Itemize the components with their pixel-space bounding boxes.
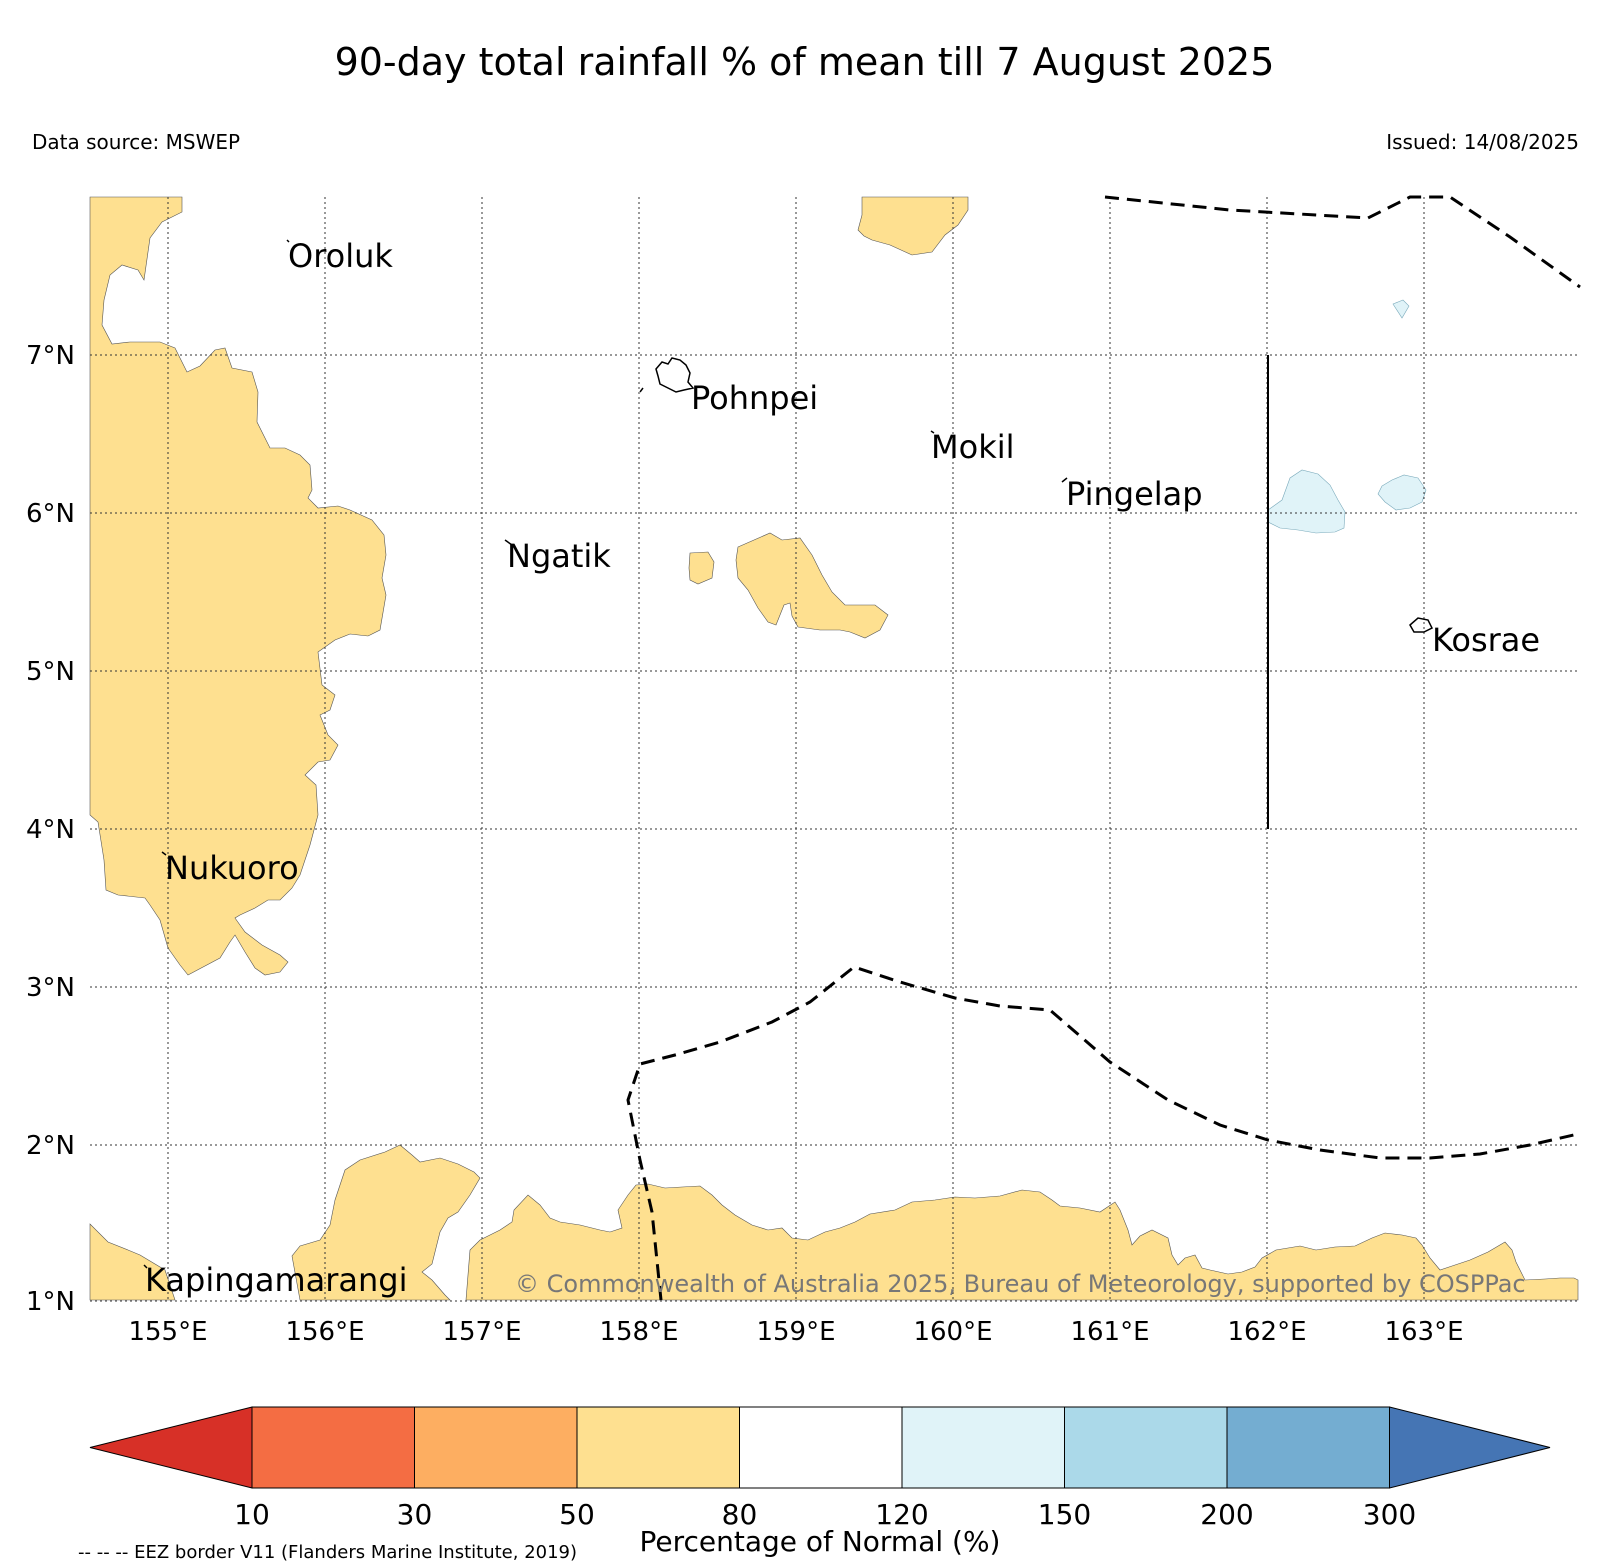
issued-date: Issued: 14/08/2025	[1386, 130, 1579, 154]
lat-label: 7°N	[26, 341, 75, 371]
mokil-islet	[930, 430, 935, 434]
place-label-kapingamarangi: Kapingamarangi	[145, 1261, 407, 1299]
lat-label: 4°N	[26, 815, 75, 845]
rainfall-regions-above	[1267, 299, 1427, 534]
colorbar-extend-high	[1389, 1406, 1551, 1489]
region-east-large	[1267, 469, 1346, 534]
lon-label: 156°E	[285, 1317, 364, 1347]
region-north-central	[857, 196, 969, 256]
lon-label: 159°E	[756, 1317, 835, 1347]
lat-label: 3°N	[26, 973, 75, 1003]
lat-label: 5°N	[26, 657, 75, 687]
lon-label: 163°E	[1384, 1317, 1463, 1347]
lon-label: 158°E	[599, 1317, 678, 1347]
region-south-central	[465, 1183, 1579, 1301]
island-outlines	[143, 239, 1434, 1269]
region-south-central-west	[291, 1144, 481, 1301]
place-label-nukuoro: Nukuoro	[165, 849, 299, 887]
colorbar-tick-label: 200	[1200, 1498, 1253, 1531]
lon-label: 162°E	[1227, 1317, 1306, 1347]
colorbar-title: Percentage of Normal (%)	[640, 1525, 1001, 1558]
eez-borders	[626, 195, 1581, 1301]
longitude-labels: 155°E 156°E 157°E 158°E 159°E 160°E 161°…	[128, 1317, 1463, 1347]
pohnpei-island	[655, 357, 695, 393]
colorbar: 10 30 50 80 120 150 200 300 Percentage of Norma…	[89, 1406, 1551, 1558]
map-panel: Oroluk Pohnpei Mokil Pingelap Ngatik Kos…	[89, 195, 1581, 1302]
kosrae-island	[1409, 617, 1434, 633]
colorbar-tick-label: 10	[234, 1498, 270, 1531]
colorbar-tick-label: 120	[875, 1498, 928, 1531]
graticule	[90, 197, 1580, 1302]
map-title: 90-day total rainfall % of mean till 7 A…	[334, 40, 1275, 84]
region-central-south	[735, 532, 889, 639]
copyright-notice: © Commonwealth of Australia 2025, Bureau…	[515, 1270, 1526, 1298]
colorbar-tick-label: 30	[397, 1498, 433, 1531]
data-source: Data source: MSWEP	[32, 130, 241, 154]
colorbar-tick-label: 150	[1038, 1498, 1091, 1531]
pingelap-islet	[1061, 477, 1068, 483]
oroluk-islet	[286, 239, 290, 243]
place-labels: Oroluk Pohnpei Mokil Pingelap Ngatik Kos…	[145, 237, 1540, 1299]
colorbar-segment	[1226, 1406, 1390, 1489]
eez-legend-note: -- -- -- EEZ border V11 (Flanders Marine…	[78, 1542, 577, 1563]
lon-label: 155°E	[128, 1317, 207, 1347]
place-label-kosrae: Kosrae	[1432, 621, 1540, 659]
place-label-mokil: Mokil	[931, 428, 1015, 466]
lon-label: 157°E	[442, 1317, 521, 1347]
region-northeast-dot	[1392, 299, 1410, 319]
pohnpei-islet	[639, 387, 644, 393]
eez-border-north	[1104, 195, 1581, 289]
lat-label: 1°N	[26, 1287, 75, 1317]
lat-label: 2°N	[26, 1131, 75, 1161]
colorbar-segment	[1064, 1406, 1228, 1489]
region-west	[89, 196, 387, 976]
region-south-west	[89, 1223, 176, 1301]
nukuoro-islet	[161, 851, 167, 856]
ngatik-islet	[504, 539, 513, 546]
colorbar-tick-label: 300	[1363, 1498, 1416, 1531]
colorbar-tick-label: 80	[722, 1498, 758, 1531]
colorbar-segment	[901, 1406, 1065, 1489]
lat-label: 6°N	[26, 499, 75, 529]
eez-border-south	[626, 965, 1579, 1301]
colorbar-extend-low	[89, 1406, 253, 1489]
lon-label: 160°E	[913, 1317, 992, 1347]
lon-label: 161°E	[1070, 1317, 1149, 1347]
colorbar-segment	[414, 1406, 578, 1489]
place-label-oroluk: Oroluk	[288, 237, 393, 275]
place-label-pingelap: Pingelap	[1066, 475, 1203, 513]
colorbar-segment	[576, 1406, 740, 1489]
kapingamarangi-islet	[143, 1264, 148, 1269]
colorbar-segment	[739, 1406, 903, 1489]
place-label-pohnpei: Pohnpei	[691, 379, 818, 417]
region-small-islet	[688, 551, 715, 585]
rainfall-regions-below	[89, 196, 1579, 1301]
latitude-labels: 7°N 6°N 5°N 4°N 3°N 2°N 1°N	[26, 341, 75, 1317]
colorbar-segment	[251, 1406, 415, 1489]
colorbar-tick-label: 50	[559, 1498, 595, 1531]
region-east-small	[1377, 474, 1427, 511]
place-label-ngatik: Ngatik	[507, 537, 611, 575]
